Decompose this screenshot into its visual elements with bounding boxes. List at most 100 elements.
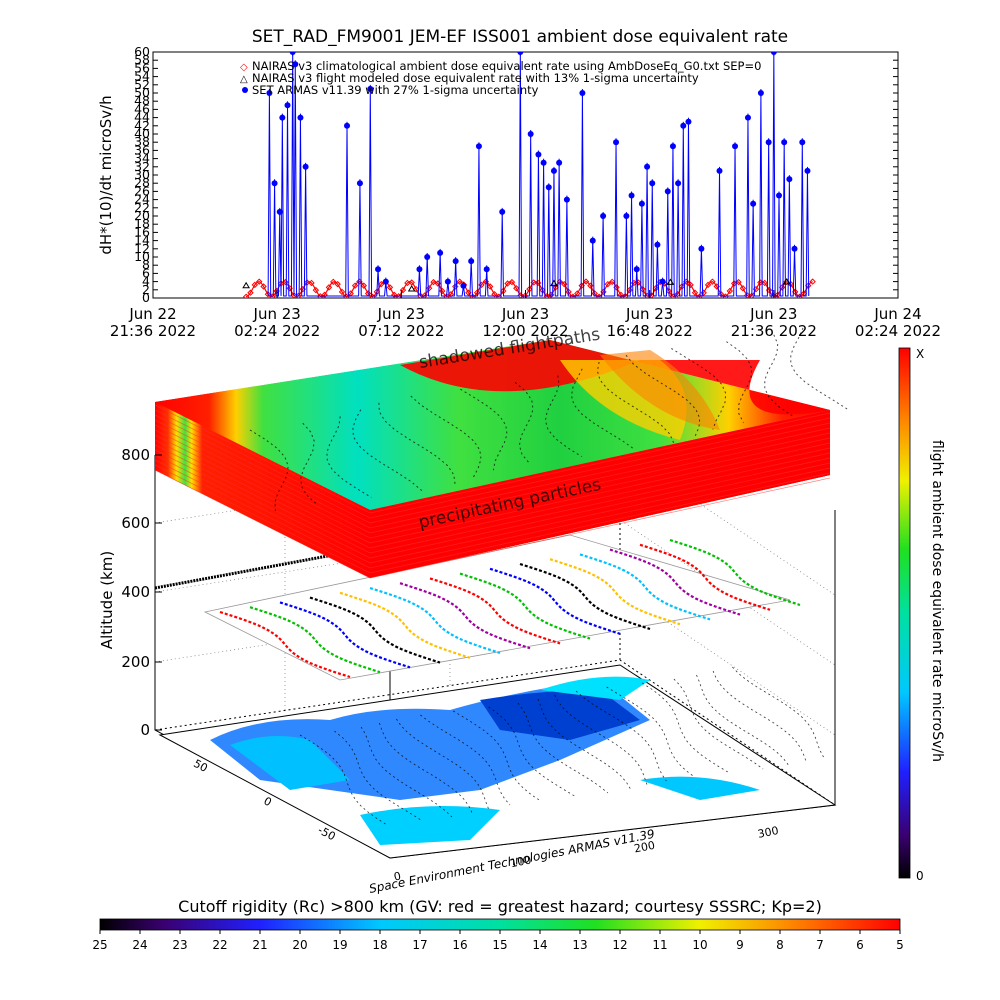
x-tick-label-date: Jun 23 [625,305,673,323]
y-tick-label: 58 [134,52,150,67]
slab-track [570,368,636,451]
x-tick-label-time: 07:12 2022 [358,322,444,340]
horizontal-colorbar-title: Cutoff rigidity (Rc) >800 km (GV: red = … [178,897,822,916]
timeseries-panel: SET_RAD_FM9001 JEM-EF ISS001 ambient dos… [97,27,941,340]
legend-item-model: NAIRAS v3 flight modeled dose equivalent… [252,71,699,85]
z-tick-label: 200 [121,653,150,671]
map-flight-track [379,722,473,814]
slab-track [460,388,508,471]
series-climatological-point [456,278,463,285]
slab-stripe [154,424,831,534]
x3d-tick-label: 100 [509,853,532,870]
series-climatological-point [360,282,367,289]
slab-track [300,422,318,505]
series-climatological-point [439,287,446,295]
z-tick-label: 800 [121,446,150,464]
series-climatological-point [652,285,659,292]
series-climatological-point [508,278,516,286]
legend-item-armas: SET ARMAS v11.39 with 27% 1-sigma uncert… [252,83,539,97]
hbar-tick-label: 9 [736,938,744,952]
series-climatological-point [338,288,346,296]
series-climatological-point [378,280,385,288]
y-tick-label: 10 [134,249,150,264]
series-climatological-point [608,278,616,286]
slab-stripe [154,449,831,559]
y-tick-label: 4 [142,274,150,289]
legend-marker-diamond: ◇ [240,62,248,73]
altitude-3d-panel: shadowed flightpaths precipitating parti… [98,325,848,896]
horizontal-colorbar: Cutoff rigidity (Rc) >800 km (GV: red = … [92,897,903,952]
hbar-tick-label: 15 [492,938,507,952]
dose-slab: shadowed flightpaths precipitating parti… [154,325,848,579]
y3d-tick-label: 50 [191,757,209,775]
y-tick-label: 50 [134,85,150,100]
series-climatological-point [735,278,742,286]
y-tick-label: 20 [134,208,150,223]
vertical-colorbar-label: flight ambient dose equivalent rate micr… [929,440,945,762]
y-tick-label: 18 [134,216,150,231]
series-climatological-point [386,284,394,291]
y-tick-label: 52 [134,77,150,92]
x-tick-label-time: 21:36 2022 [731,322,817,340]
series-climatological-point [421,292,429,298]
series-climatological-point [604,280,612,288]
x-tick-label-time: 12:00 2022 [482,322,568,340]
z-axis-label: Altitude (km) [98,551,116,649]
hbar-tick-label: 16 [452,938,467,952]
series-climatological-point [325,284,333,291]
y-tick-label: 22 [134,200,150,215]
map-flight-track [517,702,609,794]
x-tick-label-date: Jun 22 [128,305,176,323]
slab-track [596,361,675,444]
vertical-colorbar-top-label: X [916,347,924,361]
hbar-tick-label: 20 [292,938,307,952]
legend-marker-triangle: △ [240,74,248,85]
series-climatological-point [748,292,755,298]
series-climatological-point [513,285,520,292]
z-tick-label: 600 [121,514,150,532]
series-climatological-point [486,283,494,290]
hbar-tick-label: 11 [652,938,667,952]
x-tick-label-time: 21:36 2022 [110,322,196,340]
y-tick-label: 14 [134,233,150,248]
hbar-tick-label: 12 [612,938,627,952]
series-climatological-point [430,278,437,286]
slab-stripe [154,409,831,519]
series-climatological-point [582,278,590,285]
map-flight-track [641,682,730,774]
slab-stripe [154,419,831,529]
hbar-tick-label: 10 [692,938,707,952]
y-tick-label: 30 [134,167,150,182]
horizontal-colorbar-gradient [99,918,901,931]
series-model-point [242,281,251,289]
series-climatological-point [504,280,511,287]
slab-track [410,395,482,478]
y-tick-label: 42 [134,118,150,133]
y-tick-label: 38 [134,134,150,149]
y-tick-label: 32 [134,159,150,174]
series-model-point [666,278,675,285]
y-tick-label: 12 [134,241,150,256]
series-climatological-point [687,281,694,289]
y-tick-label: 54 [134,69,150,84]
map-flight-track [488,706,577,798]
hbar-tick-label: 14 [532,938,547,952]
y-tick-label: 48 [134,93,150,108]
slab-stripe [154,469,831,579]
series-climatological-point [334,280,341,288]
x3d-tick-label: 300 [757,824,780,841]
series-climatological-point [635,279,642,286]
map-flight-track [554,694,648,786]
series-climatological-point [704,281,712,289]
y-tick-label: 44 [134,110,150,125]
series-climatological-point [399,286,407,294]
slab-stripe [154,404,831,514]
slab-stripe [154,439,831,549]
y-tick-label: 40 [134,126,150,141]
series-climatological-point [260,283,267,290]
map-flight-track [732,666,824,758]
hbar-tick-label: 21 [252,938,267,952]
y-tick-label: 8 [142,257,150,272]
map-flight-track [606,686,695,778]
series-climatological-point [425,285,433,292]
